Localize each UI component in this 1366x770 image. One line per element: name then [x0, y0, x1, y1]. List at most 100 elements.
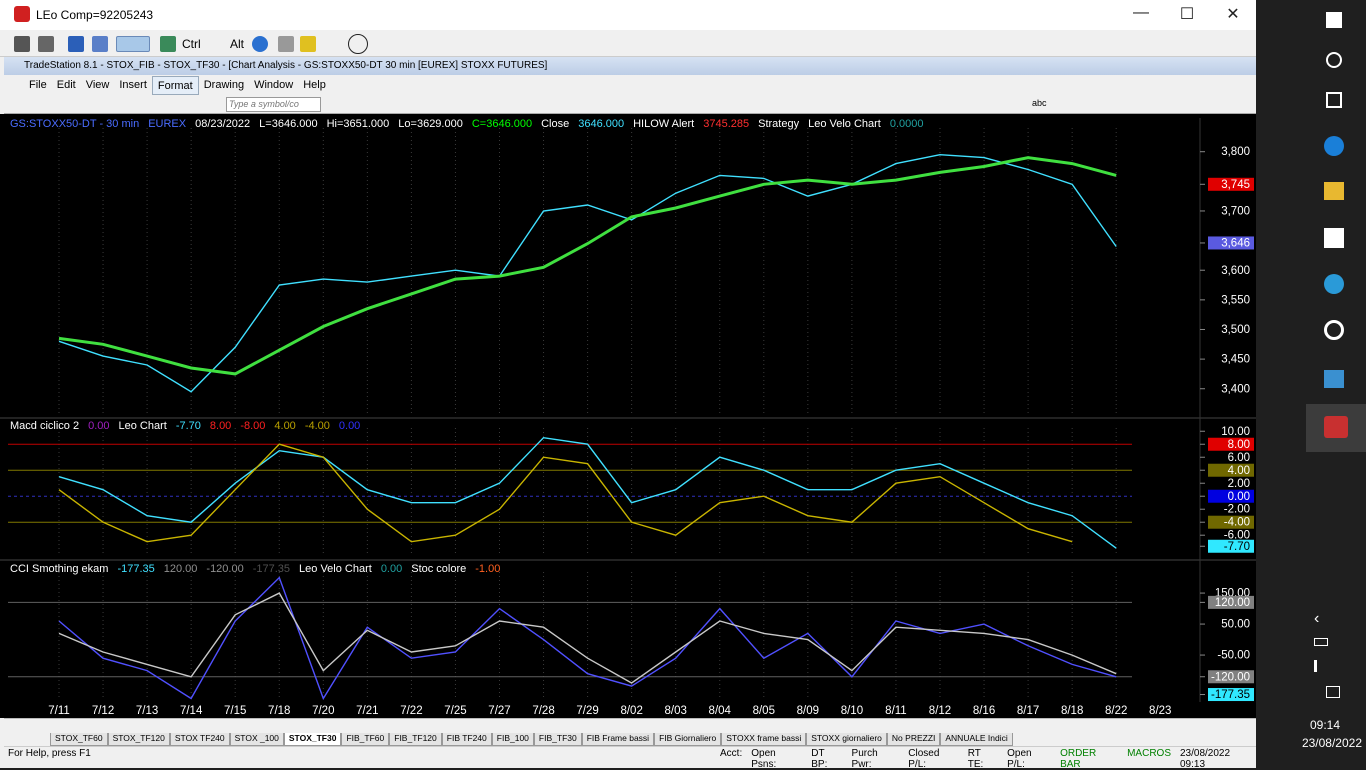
tool-icon[interactable]: [14, 36, 30, 52]
tool-icon[interactable]: [116, 36, 150, 52]
app-title-bar: TradeStation 8.1 - STOX_FIB - STOX_TF30 …: [4, 57, 1256, 75]
menu-item[interactable]: Window: [254, 79, 294, 91]
app-window: LEo Comp=92205243 — ☐ ✕ Ctrl Alt TradeSt…: [0, 0, 1256, 770]
menu-item[interactable]: Insert: [119, 79, 147, 91]
tab[interactable]: STOX _100: [229, 733, 284, 746]
legend-item: Stoc colore: [411, 563, 467, 575]
text-tool[interactable]: abc: [1032, 98, 1047, 108]
app-icon[interactable]: [1324, 370, 1344, 388]
series-line: [58, 153, 1117, 393]
battery-icon[interactable]: [1314, 638, 1328, 646]
legend-item: CCI Smothing ekam: [10, 563, 109, 575]
y-tick-label: 3,400: [1221, 383, 1250, 395]
tab[interactable]: FIB Giornaliero: [654, 733, 722, 746]
tool-icon[interactable]: [160, 36, 176, 52]
tick-badge: [1208, 515, 1254, 529]
tab[interactable]: ANNUALE Indici: [940, 733, 1013, 746]
tab[interactable]: FIB TF240: [441, 733, 492, 746]
clock-icon[interactable]: [348, 34, 368, 54]
y-tick-label: 8.00: [1228, 439, 1250, 451]
tool-icon[interactable]: [252, 36, 268, 52]
menu-item[interactable]: Edit: [56, 79, 76, 91]
task-view-icon[interactable]: [1326, 92, 1342, 108]
help-text: For Help, press F1: [8, 748, 91, 759]
status-field: DT BP:: [811, 748, 828, 770]
x-tick-label: 7/29: [576, 705, 598, 717]
legend-item: 3745.285: [703, 118, 750, 130]
menu-item[interactable]: File: [29, 79, 47, 91]
notifications-icon[interactable]: [1326, 686, 1340, 698]
store-icon[interactable]: [1324, 228, 1344, 248]
tool-icon[interactable]: [92, 36, 108, 52]
tick-badge: [1208, 489, 1254, 503]
macros[interactable]: MACROS: [1127, 748, 1171, 759]
tick-badge: [1208, 539, 1254, 553]
menu-item[interactable]: View: [85, 79, 110, 91]
tab[interactable]: FIB Frame bassi: [581, 733, 655, 746]
series-line: [58, 576, 1117, 701]
tray-chevron[interactable]: ‹: [1314, 610, 1320, 627]
active-app[interactable]: [1306, 404, 1366, 452]
order-bar[interactable]: ORDER BAR: [1060, 748, 1097, 770]
search-icon[interactable]: [1326, 52, 1342, 68]
legend-item: 0.00: [88, 420, 110, 432]
tab[interactable]: STOX TF240: [169, 733, 230, 746]
edge-icon[interactable]: [1324, 136, 1344, 156]
tab[interactable]: STOX_TF60: [50, 733, 108, 746]
tab[interactable]: FIB_100: [491, 733, 534, 746]
legend-item: Lo=3629.000: [398, 118, 463, 130]
tab[interactable]: STOXX giornaliero: [806, 733, 887, 746]
settings-icon[interactable]: [1324, 320, 1344, 340]
maximize-button[interactable]: ☐: [1179, 6, 1195, 23]
tab[interactable]: STOX_TF30: [283, 733, 342, 746]
chart-toolbar: Type a symbol/co abc: [4, 95, 1256, 114]
tab[interactable]: No PREZZI: [886, 733, 941, 746]
status-bar: For Help, press F1 Acct: Open Psns: DT BP:…: [4, 746, 1256, 770]
x-tick-label: 7/28: [532, 705, 554, 717]
tool-icon[interactable]: [278, 36, 294, 52]
legend-item: HILOW Alert: [633, 118, 695, 130]
window-title: LEo Comp=92205243: [36, 8, 154, 22]
tool-icon[interactable]: [300, 36, 316, 52]
x-tick-label: 8/02: [620, 705, 642, 717]
x-tick-label: 7/22: [400, 705, 422, 717]
browser-icon[interactable]: [1324, 274, 1344, 294]
legend-item: 0.00: [380, 563, 403, 575]
tab[interactable]: STOX_TF120: [107, 733, 170, 746]
volume-icon[interactable]: [1314, 660, 1328, 672]
y-tick-label: 2.00: [1228, 478, 1250, 490]
minimize-button[interactable]: —: [1133, 4, 1149, 21]
clock-date: 23/08/2022: [1301, 736, 1362, 750]
menu-item[interactable]: Format: [151, 76, 199, 95]
toolbar: Ctrl Alt: [0, 30, 1256, 57]
x-tick-label: 7/27: [488, 705, 510, 717]
explorer-icon[interactable]: [1324, 182, 1344, 200]
x-tick-label: 8/17: [1017, 705, 1039, 717]
menu-item[interactable]: Drawing: [203, 79, 245, 91]
x-tick-label: 7/21: [356, 705, 378, 717]
tool-icon[interactable]: [68, 36, 84, 52]
legend-item: GS:STOXX50-DT - 30 min: [10, 118, 140, 130]
y-tick-label: 3,745: [1221, 179, 1250, 191]
y-tick-label: 3,600: [1221, 265, 1250, 277]
x-tick-label: 7/14: [180, 705, 203, 717]
legend-item: -7.70: [175, 420, 201, 432]
title-bar: LEo Comp=92205243 — ☐ ✕: [0, 0, 1256, 30]
legend-item: -177.35: [117, 563, 155, 575]
close-button[interactable]: ✕: [1226, 6, 1240, 23]
menu-item[interactable]: Help: [303, 79, 326, 91]
tab[interactable]: FIB_TF120: [389, 733, 442, 746]
y-tick-label: -120.00: [1211, 671, 1250, 683]
symbol-input[interactable]: Type a symbol/co: [226, 97, 321, 112]
alt-button[interactable]: Alt: [230, 37, 245, 51]
tool-icon[interactable]: [38, 36, 54, 52]
workspace-tabs: STOX_TF60 STOX_TF120 STOX TF240 STOX _100 ST…: [4, 733, 1256, 746]
start-icon[interactable]: [1326, 12, 1342, 28]
x-tick-label: 8/04: [709, 705, 732, 717]
tab[interactable]: FIB_TF30: [533, 733, 582, 746]
tab[interactable]: STOXX frame bassi: [721, 733, 807, 746]
tab[interactable]: FIB_TF60: [341, 733, 390, 746]
ctrl-button[interactable]: Ctrl: [182, 37, 201, 51]
legend-item: Close: [541, 118, 570, 130]
